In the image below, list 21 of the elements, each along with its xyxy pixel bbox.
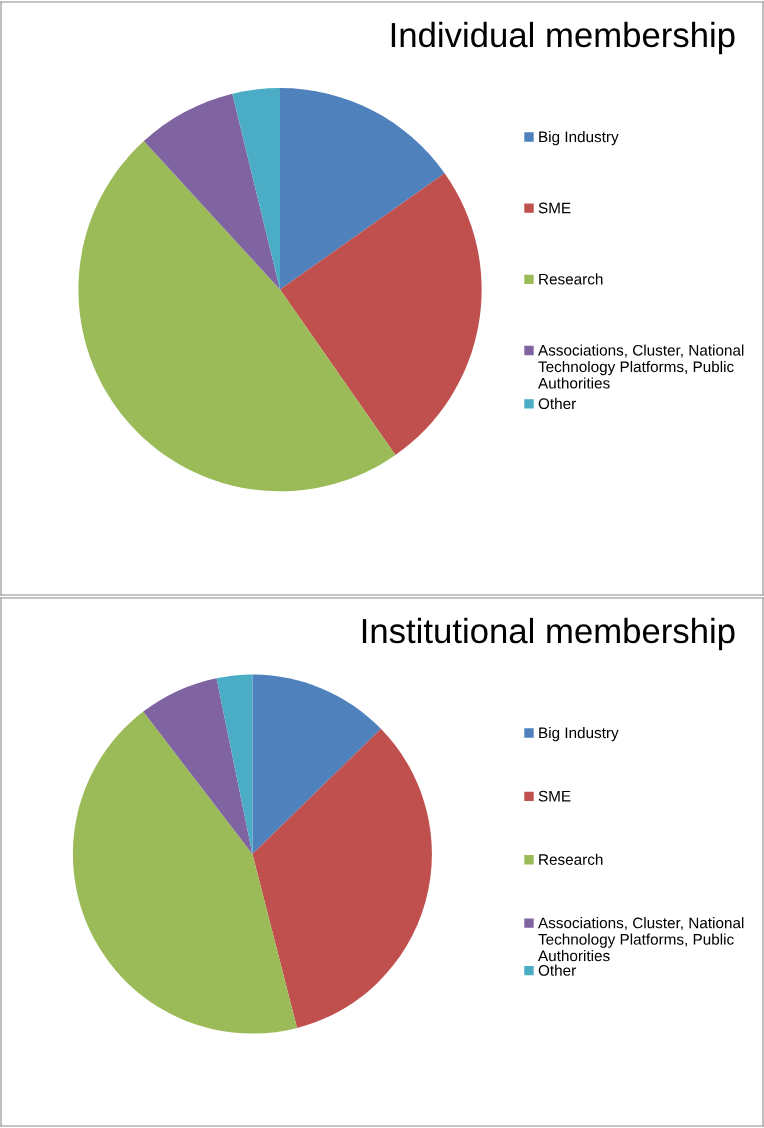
pie-slice <box>143 678 253 855</box>
pie-slice <box>78 140 396 492</box>
pie-slice <box>252 728 432 1028</box>
legend-label: Associations, Cluster, National Technology Platforms, Public Authorities <box>538 344 744 389</box>
pie-slice <box>252 674 381 855</box>
pie-slice <box>143 93 281 290</box>
legend-label: Research <box>539 273 603 285</box>
pie-slice <box>232 87 281 290</box>
pie-slice <box>72 711 298 1034</box>
legend-label: SME <box>538 202 571 214</box>
legend-label: Other <box>538 964 576 976</box>
legend-label: Associations, Cluster, National Technology Platforms, Public Authorities <box>538 917 744 962</box>
legend-label: Research <box>539 853 603 865</box>
chart-title: Individual membership <box>391 21 735 55</box>
legend-label: Big Industry <box>539 727 619 742</box>
legend-label: Other <box>538 397 576 410</box>
legend-label: SME <box>538 790 571 802</box>
pie-slice <box>280 173 482 455</box>
legend-label: Big Industry <box>539 131 619 146</box>
pie-slice <box>280 87 445 290</box>
chart-title: Institutional membership <box>362 617 735 651</box>
